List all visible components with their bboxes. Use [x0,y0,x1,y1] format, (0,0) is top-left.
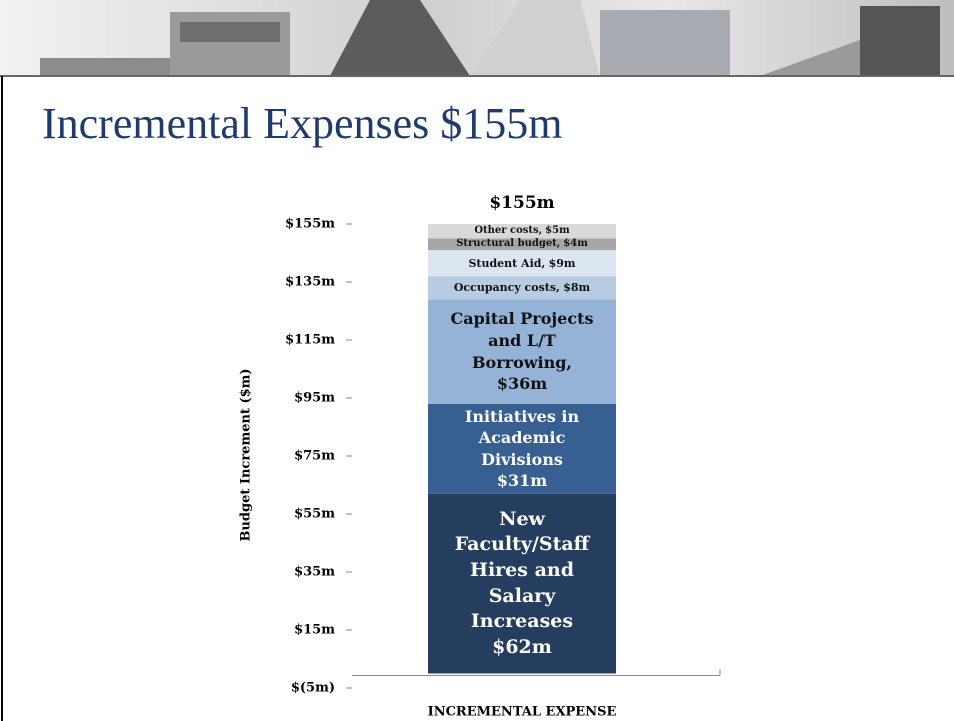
segment-label: Structural budget,$4m [442,239,602,251]
y-tick-label: $95m [294,391,335,406]
legend-entry: Initiatives in Academic Divisions [442,406,602,471]
y-tick-label: $135m [285,275,335,290]
y-tick-label: $(5m) [291,681,335,696]
segment-label: New Faculty/Staff Hires and Salary Incre… [442,494,602,674]
value-label: $8m [563,282,590,293]
value-label: $62m [492,635,552,661]
value-label: $9m [549,258,576,269]
total-label: $155m [489,193,554,213]
value-label: $4m [563,239,588,249]
segment-label: Initiatives in Academic Divisions$31m [442,404,602,494]
legend-entry: Occupancy costs, [454,282,560,293]
banner [0,0,954,76]
slide: $155m Budget Increment ($m) INCREMENTAL … [0,0,954,721]
value-label: $5m [545,226,570,236]
y-tick-label: $75m [294,449,335,464]
legend-entry: Other costs, [474,226,542,236]
slide-title: Incremental Expenses $155m [42,98,563,149]
y-tick-label: $15m [294,623,335,638]
segment-label: Occupancy costs,$8m [442,276,602,299]
value-label: $36m [497,373,547,395]
y-tick-label: $155m [285,217,335,232]
x-tick-label: INCREMENTAL EXPENSE [428,705,617,720]
y-tick-label: $55m [294,507,335,522]
legend-entry: Structural budget, [456,239,560,249]
legend-entry: New Faculty/Staff Hires and Salary Incre… [442,507,602,635]
value-label: $31m [497,470,547,492]
segment-label: Student Aid, $9m [442,250,602,276]
y-tick-label: $35m [294,565,335,580]
y-tick-label: $115m [285,333,335,348]
legend-entry: Student Aid, [468,258,545,269]
segment-label: Other costs,$5m [442,224,602,239]
segment-label: Capital Projects and L/T Borrowing,$36m [442,299,602,403]
y-axis-title: Budget Increment ($m) [239,368,254,541]
legend-entry: Capital Projects and L/T Borrowing, [442,308,602,373]
